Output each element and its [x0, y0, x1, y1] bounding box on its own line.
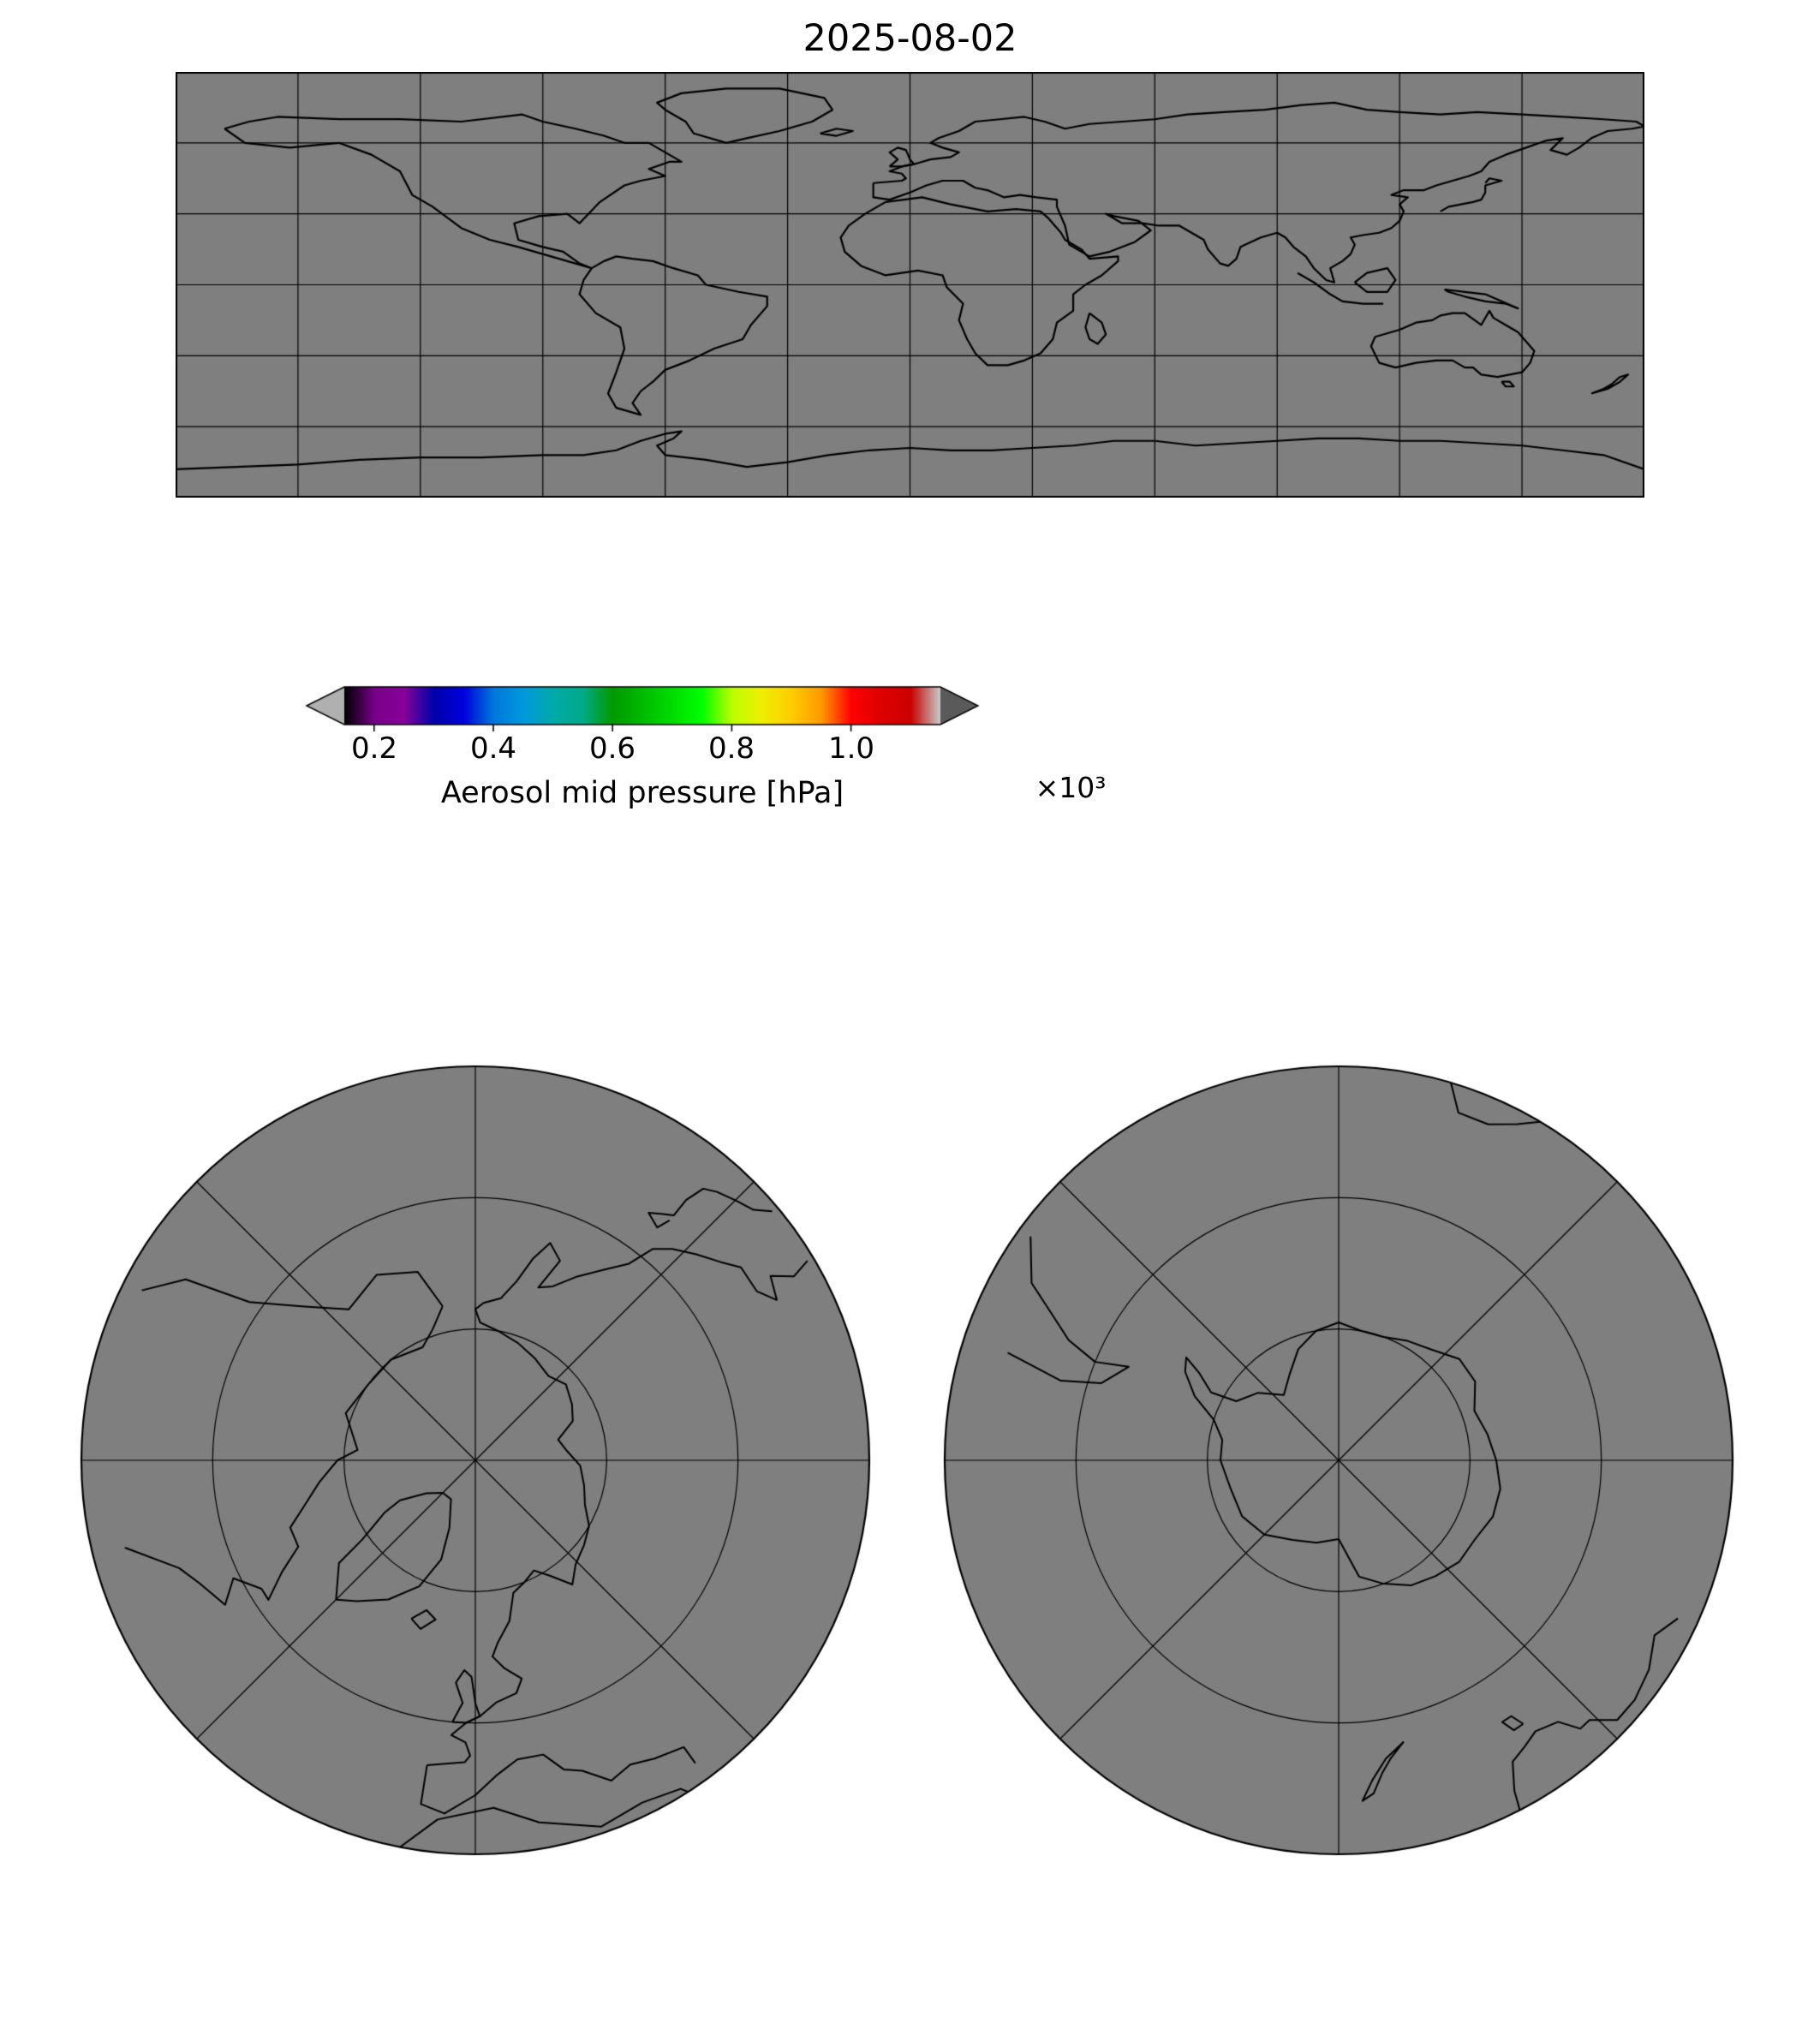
north-polar-map-canvas: [77, 1062, 874, 1859]
colorbar-canvas: [304, 685, 981, 733]
colorbar-tick-4: 1.0: [827, 731, 875, 766]
date-title: 2025-08-02: [803, 17, 1017, 60]
colorbar-tick-1: 0.4: [469, 731, 517, 766]
global-map-canvas: [176, 72, 1644, 498]
south-polar-map-canvas: [940, 1062, 1737, 1859]
colorbar-label: Aerosol mid pressure [hPa]: [440, 776, 844, 810]
colorbar-offset-label: ×10³: [1035, 771, 1107, 804]
colorbar-tick-2: 0.6: [588, 731, 636, 766]
colorbar-tick-0: 0.2: [350, 731, 398, 766]
colorbar-tick-3: 0.8: [707, 731, 755, 766]
